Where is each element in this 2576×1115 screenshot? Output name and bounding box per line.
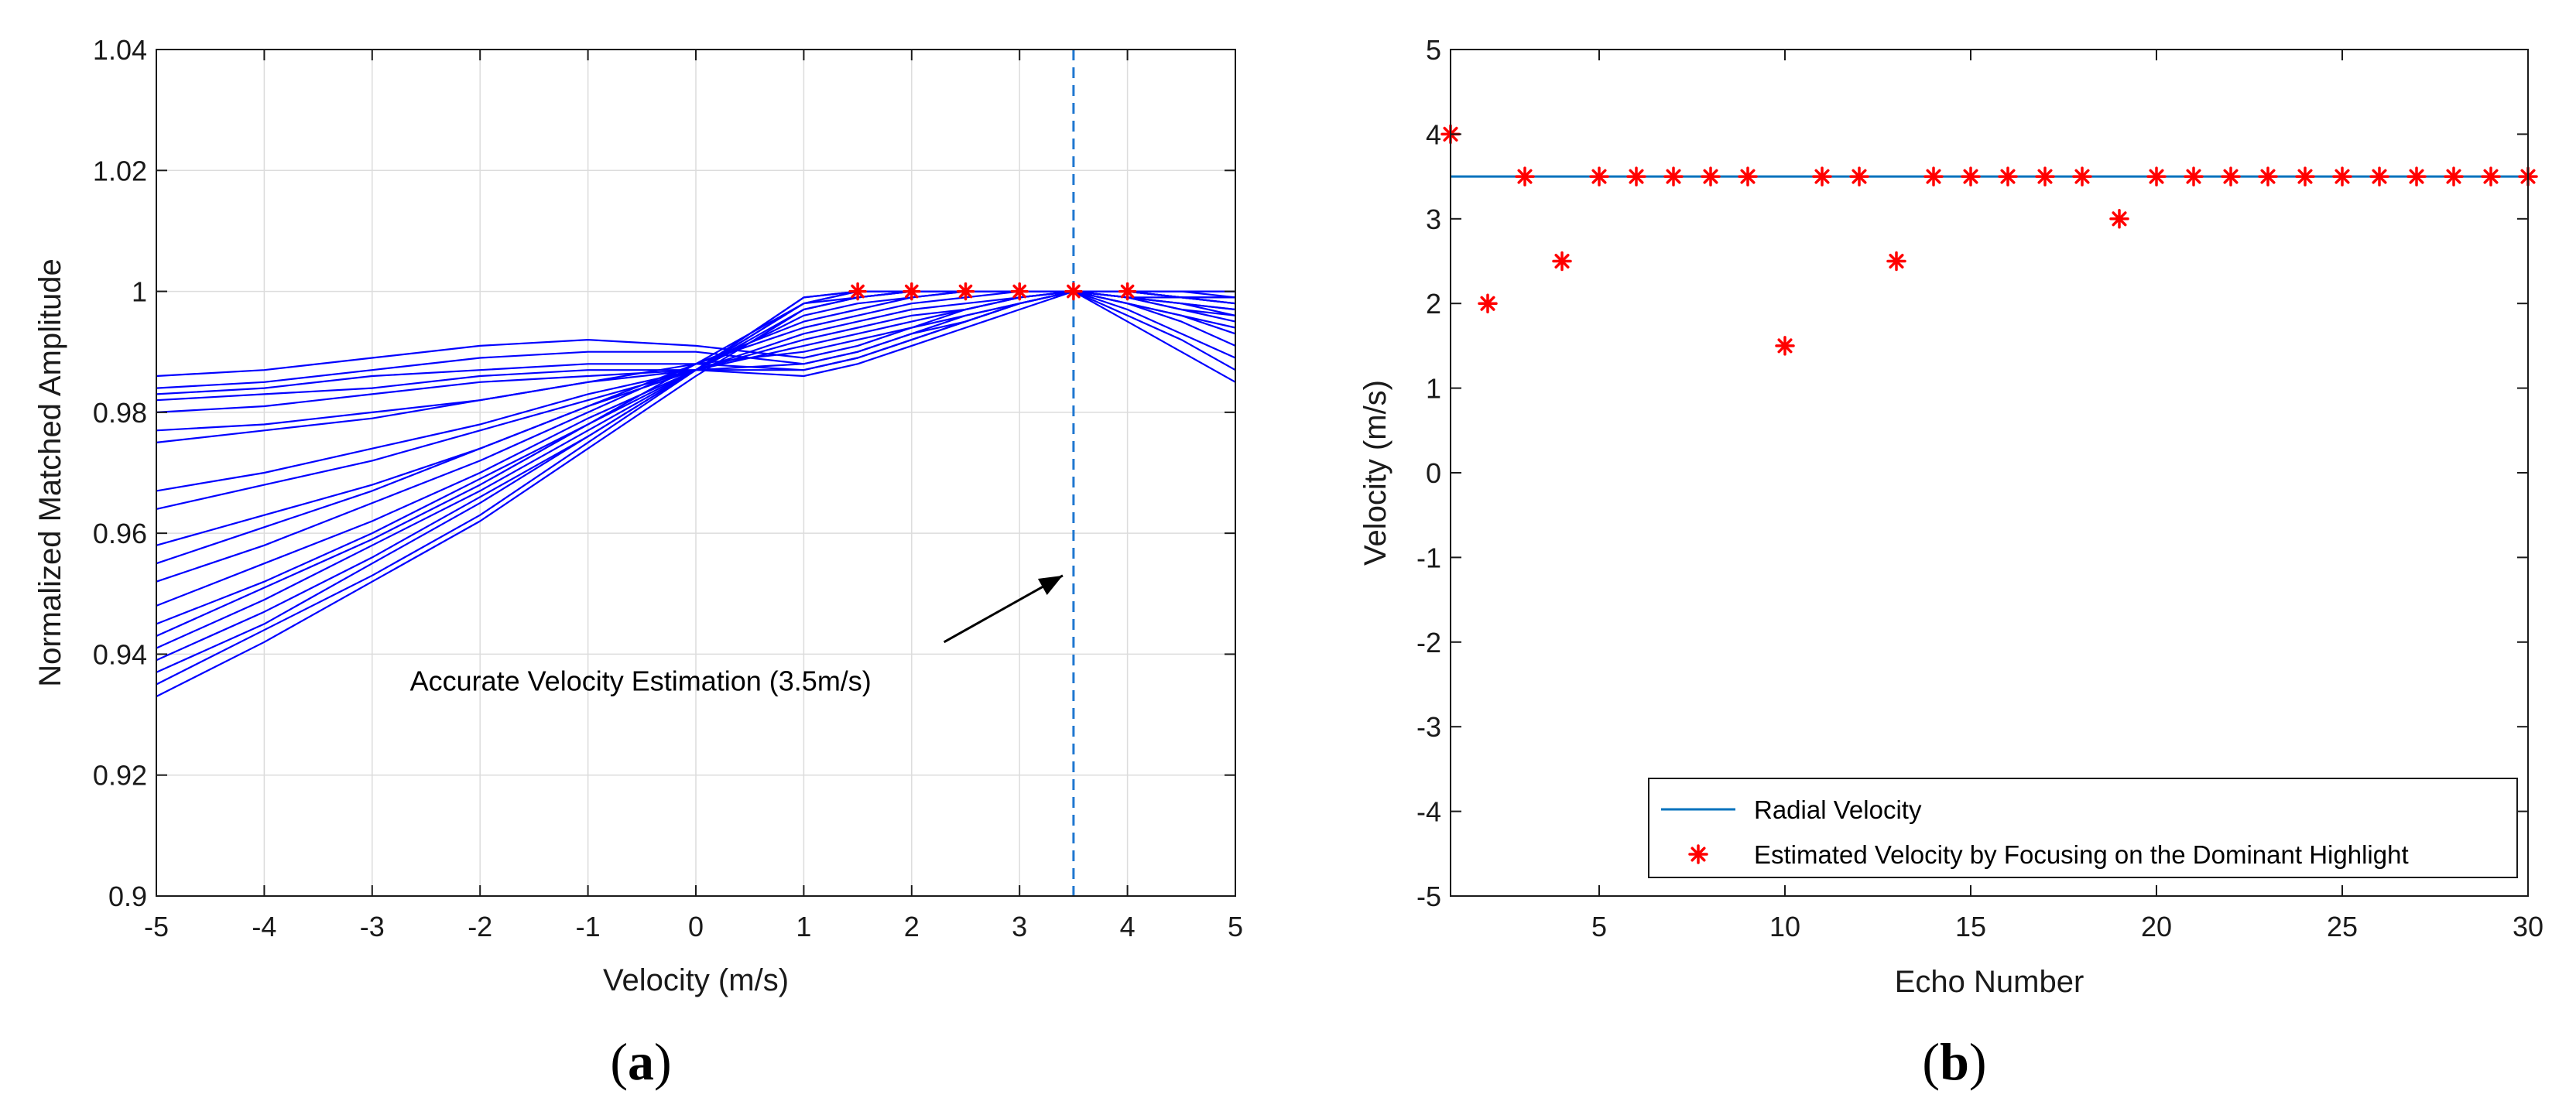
chart-a-y-tick-label: 1 [132, 276, 147, 308]
chart-a-x-tick-label: -3 [360, 911, 385, 942]
chart-a-x-tick-label: -4 [252, 911, 276, 942]
chart-a-arrow-head [1037, 575, 1063, 595]
chart-a-peak-marker [903, 282, 921, 301]
chart-a-annotation-arrow [943, 574, 1064, 644]
chart-a-y-tick-label: 1.04 [93, 34, 147, 66]
chart-b-estimate-marker [1626, 166, 1646, 186]
chart-b-estimate-marker [2184, 166, 2204, 186]
chart-b-legend: Radial Velocity Estimated Velocity by Fo… [1648, 778, 2518, 878]
chart-b-estimate-marker [1849, 166, 1869, 186]
chart-a-peak-marker [1010, 282, 1029, 301]
chart-b-estimate-marker [2444, 166, 2464, 186]
chart-a-x-tick-label: -2 [468, 911, 492, 942]
chart-b-y-tick-label: -2 [1416, 627, 1441, 658]
chart-b: 5 10 15 20 25 30 -5 -4 -3 -2 -1 0 1 2 3 4 5 Radial Veloc… [1358, 34, 2543, 1091]
chart-b-estimate-marker [2481, 166, 2501, 186]
chart-b-estimate-marker [2035, 166, 2055, 186]
chart-b-x-tick-label: 20 [2141, 911, 2172, 942]
chart-b-estimate-marker [2406, 166, 2427, 186]
chart-a-x-tick-label: 2 [904, 911, 920, 942]
chart-b-estimate-marker [2072, 166, 2092, 186]
chart-a-peak-marker [956, 282, 975, 301]
chart-a-x-tick-label: -1 [576, 911, 601, 942]
chart-b-y-tick-label: 0 [1426, 457, 1441, 489]
chart-a-x-tick-label: 4 [1120, 911, 1136, 942]
panel-label-b: (b) [1922, 1032, 1986, 1091]
chart-b-estimate-marker [2146, 166, 2167, 186]
chart-b-estimate-marker [1589, 166, 1609, 186]
chart-a-series-line [156, 290, 1236, 383]
chart-a-annotation-text: Accurate Velocity Estimation (3.5m/s) [410, 665, 872, 696]
chart-b-legend-box [1648, 778, 2518, 878]
chart-b-estimate-marker [2332, 166, 2352, 186]
chart-a-y-tick-label: 0.92 [93, 760, 147, 792]
chart-b-y-tick-label: 3 [1426, 204, 1441, 235]
chart-b-estimate-marker [2295, 166, 2315, 186]
chart-b-estimate-marker [2369, 166, 2389, 186]
chart-b-y-tick-label: -5 [1416, 881, 1441, 912]
chart-b-estimate-marker [2258, 166, 2278, 186]
chart-b-estimate-marker [1478, 293, 1498, 313]
chart-b-y-tick-label: 5 [1426, 34, 1441, 66]
chart-a-x-tick-label: 1 [796, 911, 811, 942]
chart-a-x-tick-label: 5 [1228, 911, 1243, 942]
chart-a-y-tick-label: 0.96 [93, 518, 147, 549]
chart-b-estimate-marker [1663, 166, 1684, 186]
chart-a-x-tick-label: 3 [1012, 911, 1027, 942]
chart-b-legend-marker-swatch [1688, 844, 1708, 864]
chart-a-x-tick-label: 0 [688, 911, 704, 942]
chart-a-y-tick-label: 0.94 [93, 638, 147, 670]
chart-a-x-axis-label: Velocity (m/s) [603, 963, 789, 997]
chart-b-estimate-marker [1701, 166, 1721, 186]
chart-b-estimate-marker [2109, 209, 2129, 229]
chart-b-estimate-marker [1961, 166, 1981, 186]
chart-a-y-axis-label: Normalized Matched Amplitude [33, 258, 67, 687]
chart-a-y-tick-label: 1.02 [93, 155, 147, 186]
chart-b-estimate-marker [1998, 166, 2018, 186]
chart-a-ticks: -5 -4 -3 -2 -1 0 1 2 3 4 5 0.9 0.92 0.94 0.96 0.98 1 1.02… [93, 34, 1243, 942]
chart-b-ticks: 5 10 15 20 25 30 -5 -4 -3 -2 -1 0 1 2 3 4 5 [1416, 34, 2543, 942]
chart-a-y-tick-label: 0.98 [93, 397, 147, 429]
chart-b-y-tick-label: -3 [1416, 711, 1441, 743]
panel-label-a-letter: a [628, 1032, 654, 1091]
chart-b-estimated-markers [1440, 124, 2538, 356]
chart-b-x-tick-label: 5 [1591, 911, 1607, 942]
chart-b-legend-label-estimated: Estimated Velocity by Focusing on the Do… [1754, 840, 2409, 869]
chart-b-legend-star [1688, 844, 1708, 864]
chart-b-estimate-marker [1923, 166, 1944, 186]
panel-label-a: (a) [610, 1032, 671, 1091]
chart-a-peak-markers [848, 282, 1137, 301]
chart-b-y-axis-label: Velocity (m/s) [1358, 380, 1392, 566]
chart-b-y-tick-label: 4 [1426, 118, 1441, 150]
chart-a-peak-marker [1064, 282, 1083, 301]
chart-b-y-tick-label: -4 [1416, 796, 1441, 828]
chart-b-y-tick-label: 2 [1426, 288, 1441, 320]
chart-b-legend-label-radial: Radial Velocity [1754, 795, 1922, 824]
chart-b-x-axis-label: Echo Number [1895, 965, 2084, 999]
chart-b-estimate-marker [1886, 251, 1906, 272]
chart-a: -5 -4 -3 -2 -1 0 1 2 3 4 5 0.9 0.92 0.94 0.96 0.98 1 1.02… [33, 34, 1243, 1091]
chart-b-estimate-marker [1812, 166, 1832, 186]
chart-b-estimate-marker [2221, 166, 2241, 186]
chart-a-peak-marker [848, 282, 867, 301]
chart-b-y-tick-label: 1 [1426, 373, 1441, 405]
chart-b-y-tick-label: -1 [1416, 542, 1441, 573]
chart-b-estimate-marker [1775, 336, 1795, 356]
chart-b-x-tick-label: 10 [1769, 911, 1800, 942]
chart-b-estimate-marker [1515, 166, 1535, 186]
chart-b-x-tick-label: 15 [1955, 911, 1986, 942]
chart-b-x-tick-label: 25 [2327, 911, 2358, 942]
chart-a-y-tick-label: 0.9 [108, 881, 147, 912]
panel-label-b-letter: b [1940, 1032, 1969, 1091]
chart-a-x-tick-label: -5 [144, 911, 169, 942]
chart-b-estimate-marker [1738, 166, 1758, 186]
chart-a-peak-marker [1118, 282, 1137, 301]
chart-b-x-tick-label: 30 [2513, 911, 2543, 942]
chart-b-estimate-marker [1552, 251, 1572, 272]
